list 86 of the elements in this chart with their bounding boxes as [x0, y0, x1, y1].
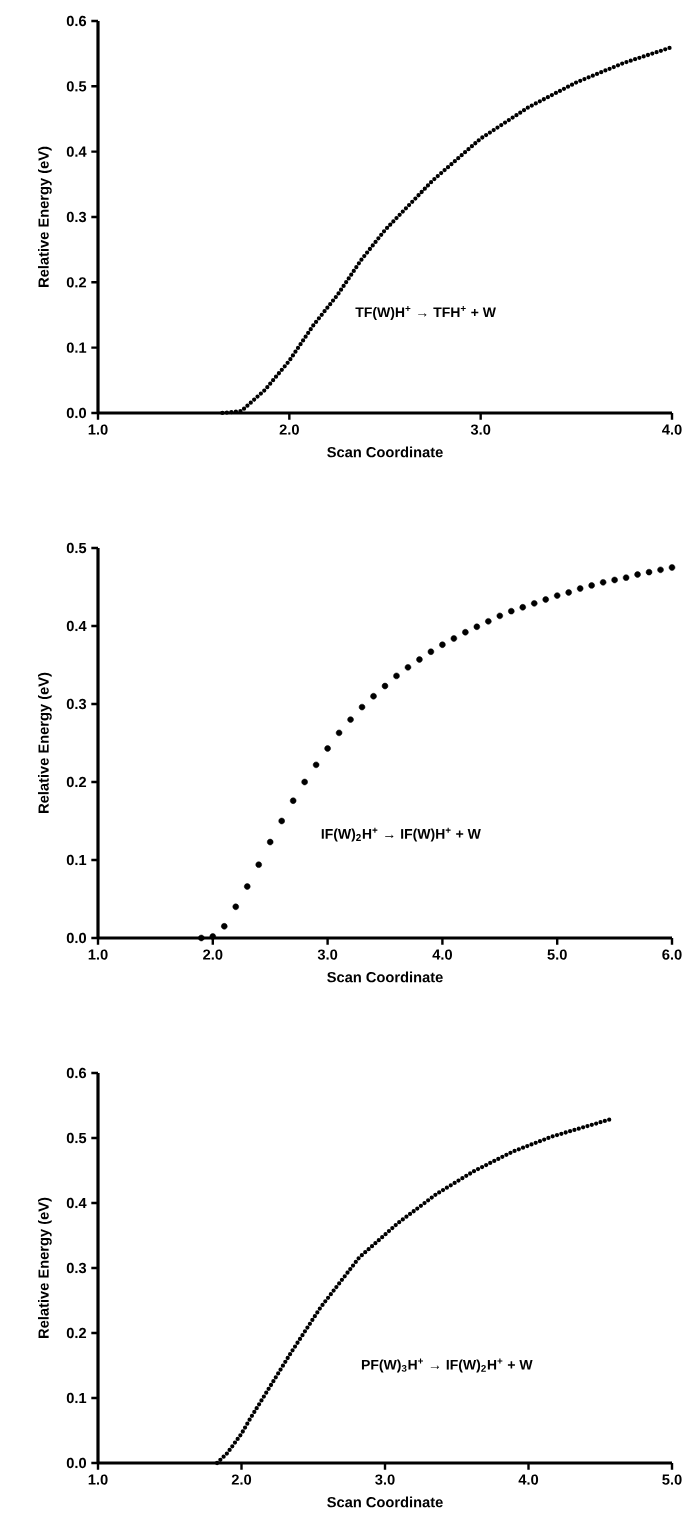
- point: [519, 604, 526, 611]
- point: [324, 745, 331, 752]
- x-tick-label: 3.0: [470, 424, 491, 435]
- y-tick-label: 0.0: [66, 1457, 87, 1469]
- x-tick-label: 1.0: [88, 949, 108, 960]
- y-tick-label: 0.6: [66, 15, 87, 27]
- x-axis-title: Scan Coordinate: [327, 1496, 443, 1508]
- point: [645, 568, 653, 576]
- x-tick-label: 2.0: [231, 1474, 252, 1485]
- point: [496, 612, 504, 620]
- y-tick-label: 0.5: [66, 1132, 87, 1144]
- x-tick-label: 6.0: [662, 949, 682, 960]
- x-tick-label: 4.0: [518, 1474, 539, 1485]
- y-tick-label: 0.2: [66, 1327, 87, 1339]
- x-tick-label: 1.0: [88, 424, 108, 435]
- x-tick-label: 2.0: [203, 949, 223, 960]
- y-tick-label: 0.1: [66, 854, 87, 866]
- x-tick-label: 4.0: [662, 424, 682, 435]
- point: [267, 838, 274, 846]
- point: [370, 692, 377, 700]
- y-tick-label: 0.5: [66, 542, 87, 554]
- point: [634, 571, 641, 578]
- y-tick-label: 0.0: [66, 407, 87, 419]
- point: [255, 861, 262, 868]
- y-tick-label: 0.2: [66, 776, 87, 788]
- point: [450, 635, 458, 642]
- point: [565, 589, 572, 596]
- point: [508, 607, 515, 615]
- point: [427, 648, 435, 655]
- point: [404, 664, 412, 671]
- point: [599, 579, 607, 586]
- point: [221, 923, 228, 930]
- point: [542, 596, 549, 603]
- point: [485, 618, 492, 625]
- point: [531, 600, 538, 607]
- x-tick-label: 3.0: [375, 1474, 395, 1485]
- point: [278, 817, 285, 825]
- point: [335, 729, 343, 737]
- y-tick-label: 0.1: [66, 342, 87, 353]
- x-axis-title: Scan Coordinate: [327, 446, 443, 458]
- x-tick-label: 5.0: [662, 1474, 682, 1485]
- x-tick-label: 2.0: [279, 424, 299, 435]
- y-tick-label: 0.1: [66, 1392, 87, 1404]
- point: [312, 761, 320, 769]
- point: [381, 682, 389, 690]
- point: [611, 576, 618, 584]
- y-tick-label: 0.4: [66, 620, 87, 632]
- point: [416, 656, 423, 663]
- y-tick-label: 0.6: [66, 1067, 87, 1079]
- point: [668, 564, 676, 571]
- point: [554, 592, 561, 599]
- point: [657, 566, 664, 574]
- point: [232, 903, 239, 910]
- y-tick-label: 0.4: [66, 1197, 87, 1209]
- point: [301, 778, 308, 786]
- y-axis-title: Relative Energy (eV): [38, 672, 52, 813]
- x-tick-label: 3.0: [317, 949, 338, 960]
- point: [244, 883, 251, 890]
- y-tick-label: 0.3: [66, 211, 87, 223]
- point: [289, 797, 297, 804]
- y-tick-label: 0.3: [66, 1262, 87, 1274]
- x-tick-label: 1.0: [88, 1474, 108, 1485]
- text: PF(W)$_{3}$H$^{+}$ → IF(W)$_{2}$H$^{+}$ + W: [361, 1358, 533, 1373]
- point: [439, 641, 446, 648]
- point: [358, 703, 366, 711]
- y-tick-label: 0.5: [66, 81, 87, 92]
- x-axis-title: Scan Coordinate: [327, 971, 443, 983]
- annotation: TF(W)H$^{+}$ → TFH$^{+}$ + W: [355, 306, 496, 320]
- y-tick-label: 0.0: [66, 932, 87, 944]
- y-tick-label: 0.3: [66, 698, 87, 710]
- x-tick-label: 5.0: [547, 949, 567, 960]
- y-axis-title: Relative Energy (eV): [38, 1197, 52, 1338]
- point: [198, 934, 205, 942]
- y-axis-title: Relative Energy (eV): [38, 146, 52, 287]
- point: [576, 585, 584, 592]
- point: [622, 574, 630, 581]
- point: [347, 716, 354, 723]
- x-tick-label: 4.0: [432, 949, 452, 960]
- point: [393, 672, 400, 680]
- annotation: IF(W)$_{2}$H$^{+}$ → IF(W)H$^{+}$ + W: [321, 827, 481, 842]
- point: [209, 933, 216, 940]
- point: [462, 629, 469, 636]
- y-tick-label: 0.2: [66, 277, 87, 288]
- y-tick-label: 0.4: [66, 146, 87, 157]
- point: [588, 582, 595, 589]
- point: [473, 623, 481, 630]
